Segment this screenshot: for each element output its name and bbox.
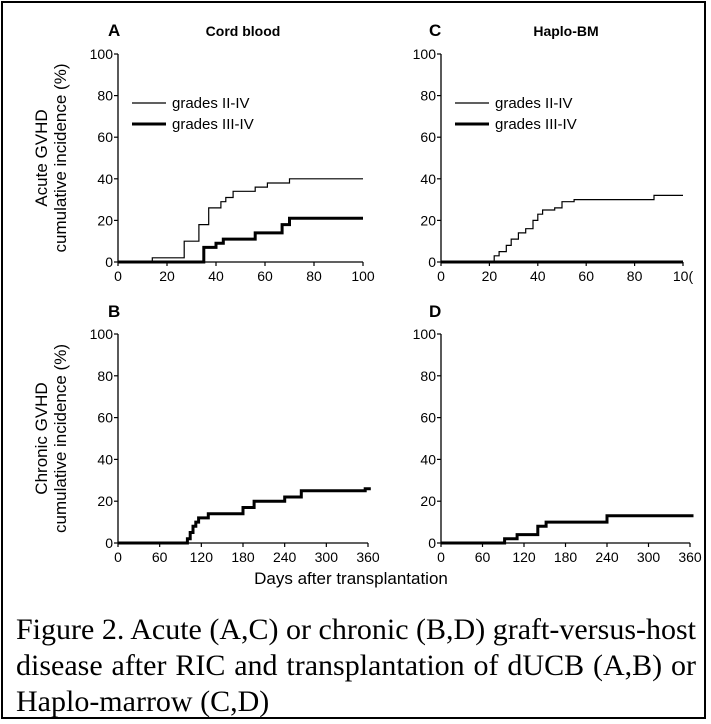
x-tick-label-a: 0 (114, 268, 122, 284)
y-tick-label-b: 60 (97, 410, 113, 426)
y-tick-label-c: 80 (420, 88, 436, 104)
x-tick-label-b: 360 (356, 549, 380, 565)
y-tick-label-a: 40 (97, 171, 113, 187)
x-tick-label-d: 0 (437, 549, 445, 565)
legend-label-c-1: grades II-IV (495, 95, 573, 112)
x-tick-label-a: 100 (351, 268, 375, 284)
legend-label-a-1: grades II-IV (172, 95, 250, 112)
y-tick-label-c: 100 (413, 46, 437, 62)
y-tick-label-b: 40 (97, 451, 113, 467)
series-line-d-1 (441, 514, 694, 545)
chart-title-c: Haplo-BM (533, 23, 598, 39)
y-axis-label-a: cumulative incidence (%) (51, 64, 70, 253)
y-tick-label-d: 20 (420, 493, 436, 509)
panel-label-a: A (108, 21, 120, 40)
x-tick-label-c: 10( (673, 268, 694, 284)
y-tick-label-a: 80 (97, 88, 113, 104)
series-line-a-1 (118, 178, 363, 263)
legend-label-c-2: grades III-IV (495, 116, 577, 133)
y-tick-label-c: 0 (428, 254, 436, 270)
x-tick-label-c: 40 (530, 268, 546, 284)
x-tick-label-a: 60 (257, 268, 273, 284)
x-tick-label-d: 300 (637, 549, 661, 565)
x-tick-label-c: 80 (627, 268, 643, 284)
series-line-b-1 (118, 487, 371, 545)
chart-title-a: Cord blood (206, 23, 281, 39)
y-tick-label-a: 60 (97, 129, 113, 145)
y-tick-label-d: 100 (413, 326, 437, 342)
x-tick-label-c: 20 (482, 268, 498, 284)
y-tick-label-b: 20 (97, 493, 113, 509)
figure-caption: Figure 2. Acute (A,C) or chronic (B,D) g… (16, 613, 696, 718)
y-tick-label-d: 60 (420, 410, 436, 426)
y-tick-label-c: 20 (420, 212, 436, 228)
y-tick-label-a: 100 (90, 46, 114, 62)
x-tick-label-d: 240 (595, 549, 619, 565)
y-axis-label-b: Chronic GVHD (32, 382, 51, 494)
y-tick-label-d: 40 (420, 451, 436, 467)
y-tick-label-a: 20 (97, 212, 113, 228)
legend-label-a-2: grades III-IV (172, 116, 254, 133)
panel-label-c: C (429, 21, 441, 40)
x-tick-label-c: 60 (578, 268, 594, 284)
series-line-c-1 (441, 194, 683, 263)
x-tick-label-b: 0 (114, 549, 122, 565)
y-tick-label-b: 100 (90, 326, 114, 342)
panel-label-d: D (429, 302, 441, 321)
y-tick-label-b: 80 (97, 368, 113, 384)
x-tick-label-a: 80 (306, 268, 322, 284)
x-tick-label-b: 60 (152, 549, 168, 565)
x-tick-label-d: 60 (475, 549, 491, 565)
y-tick-label-c: 40 (420, 171, 436, 187)
x-tick-label-a: 40 (208, 268, 224, 284)
x-tick-label-d: 180 (554, 549, 578, 565)
x-tick-label-c: 0 (437, 268, 445, 284)
x-tick-label-d: 120 (512, 549, 536, 565)
y-tick-label-a: 0 (105, 254, 113, 270)
series-line-a-2 (118, 216, 363, 264)
y-axis-label-a: Acute GVHD (32, 109, 51, 206)
x-tick-label-b: 120 (190, 549, 214, 565)
x-tick-label-b: 240 (273, 549, 297, 565)
x-axis-label: Days after transplantation (254, 569, 448, 588)
y-tick-label-c: 60 (420, 129, 436, 145)
x-tick-label-d: 360 (678, 549, 702, 565)
x-tick-label-b: 300 (315, 549, 339, 565)
x-tick-label-b: 180 (231, 549, 255, 565)
y-tick-label-d: 0 (428, 535, 436, 551)
panel-label-b: B (108, 302, 120, 321)
y-axis-label-b: cumulative incidence (%) (51, 344, 70, 533)
y-tick-label-b: 0 (105, 535, 113, 551)
y-tick-label-d: 80 (420, 368, 436, 384)
x-tick-label-a: 20 (159, 268, 175, 284)
